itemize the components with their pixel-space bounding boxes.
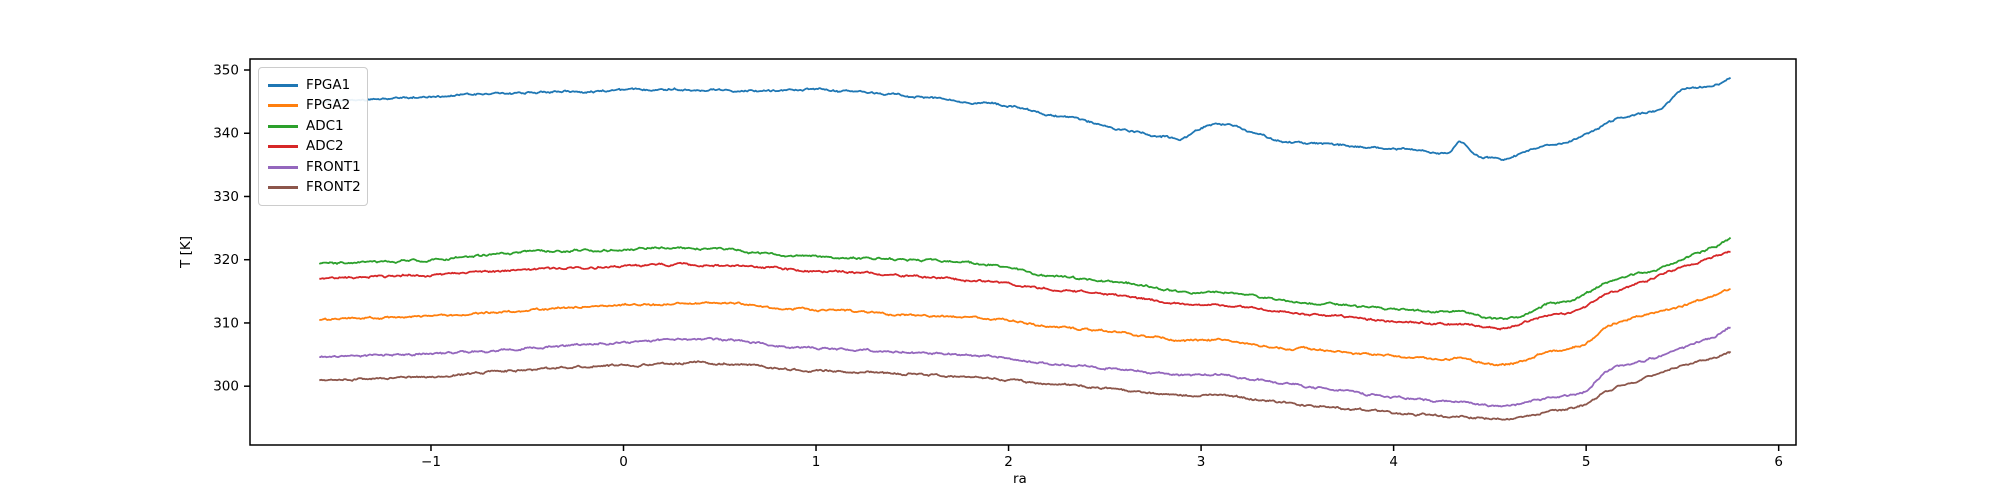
legend-line-swatch bbox=[268, 165, 298, 169]
y-axis-label: T [K] bbox=[178, 236, 194, 268]
y-axis-tick-label: 330 bbox=[213, 189, 239, 205]
y-axis-tick-label: 310 bbox=[213, 315, 239, 331]
x-axis-label: ra bbox=[1013, 471, 1027, 487]
legend-item-label: FRONT1 bbox=[306, 158, 361, 175]
x-axis-tick-label: 6 bbox=[1774, 454, 1783, 470]
legend-item-adc1: ADC1 bbox=[268, 116, 358, 137]
legend: FPGA1 FPGA2 ADC1 ADC2 FRONT1 FRONT2 bbox=[258, 67, 368, 206]
x-axis-tick-label: 4 bbox=[1389, 454, 1398, 470]
legend-item-label: FPGA2 bbox=[306, 97, 351, 113]
legend-item-label: ADC2 bbox=[306, 138, 344, 154]
y-axis-tick-label: 320 bbox=[213, 252, 239, 268]
legend-line-swatch bbox=[268, 104, 298, 108]
legend-item-front1: FRONT1 bbox=[268, 157, 361, 178]
legend-line-swatch bbox=[268, 83, 298, 87]
x-axis-tick-label: 1 bbox=[812, 454, 821, 470]
x-axis-tick-label: −1 bbox=[421, 454, 441, 470]
series-line-fpga1 bbox=[318, 76, 1732, 161]
series-line-front1 bbox=[319, 326, 1731, 408]
plot-border bbox=[249, 58, 1797, 446]
legend-item-fpga2: FPGA2 bbox=[268, 96, 358, 117]
y-axis-tick-label: 350 bbox=[213, 63, 239, 79]
legend-item-fpga1: FPGA1 bbox=[268, 75, 358, 96]
legend-item-adc2: ADC2 bbox=[268, 137, 358, 158]
x-axis-tick-label: 3 bbox=[1197, 454, 1206, 470]
legend-line-swatch bbox=[268, 186, 298, 190]
x-axis-tick-label: 0 bbox=[619, 454, 628, 470]
legend-line-swatch bbox=[268, 124, 298, 128]
series-line-fpga2 bbox=[318, 288, 1731, 367]
x-axis-tick-label: 5 bbox=[1582, 454, 1591, 470]
legend-item-front2: FRONT2 bbox=[268, 178, 361, 199]
legend-item-label: FRONT2 bbox=[306, 179, 361, 195]
y-axis-tick-label: 300 bbox=[213, 379, 239, 395]
legend-item-label: ADC1 bbox=[306, 117, 344, 134]
series-line-front2 bbox=[318, 350, 1732, 421]
legend-item-label: FPGA1 bbox=[306, 76, 351, 93]
y-axis-tick-label: 340 bbox=[213, 126, 239, 142]
x-axis-tick-label: 2 bbox=[1004, 454, 1013, 470]
series-line-adc2 bbox=[319, 250, 1731, 331]
legend-line-swatch bbox=[268, 145, 298, 149]
series-line-adc1 bbox=[318, 236, 1732, 321]
